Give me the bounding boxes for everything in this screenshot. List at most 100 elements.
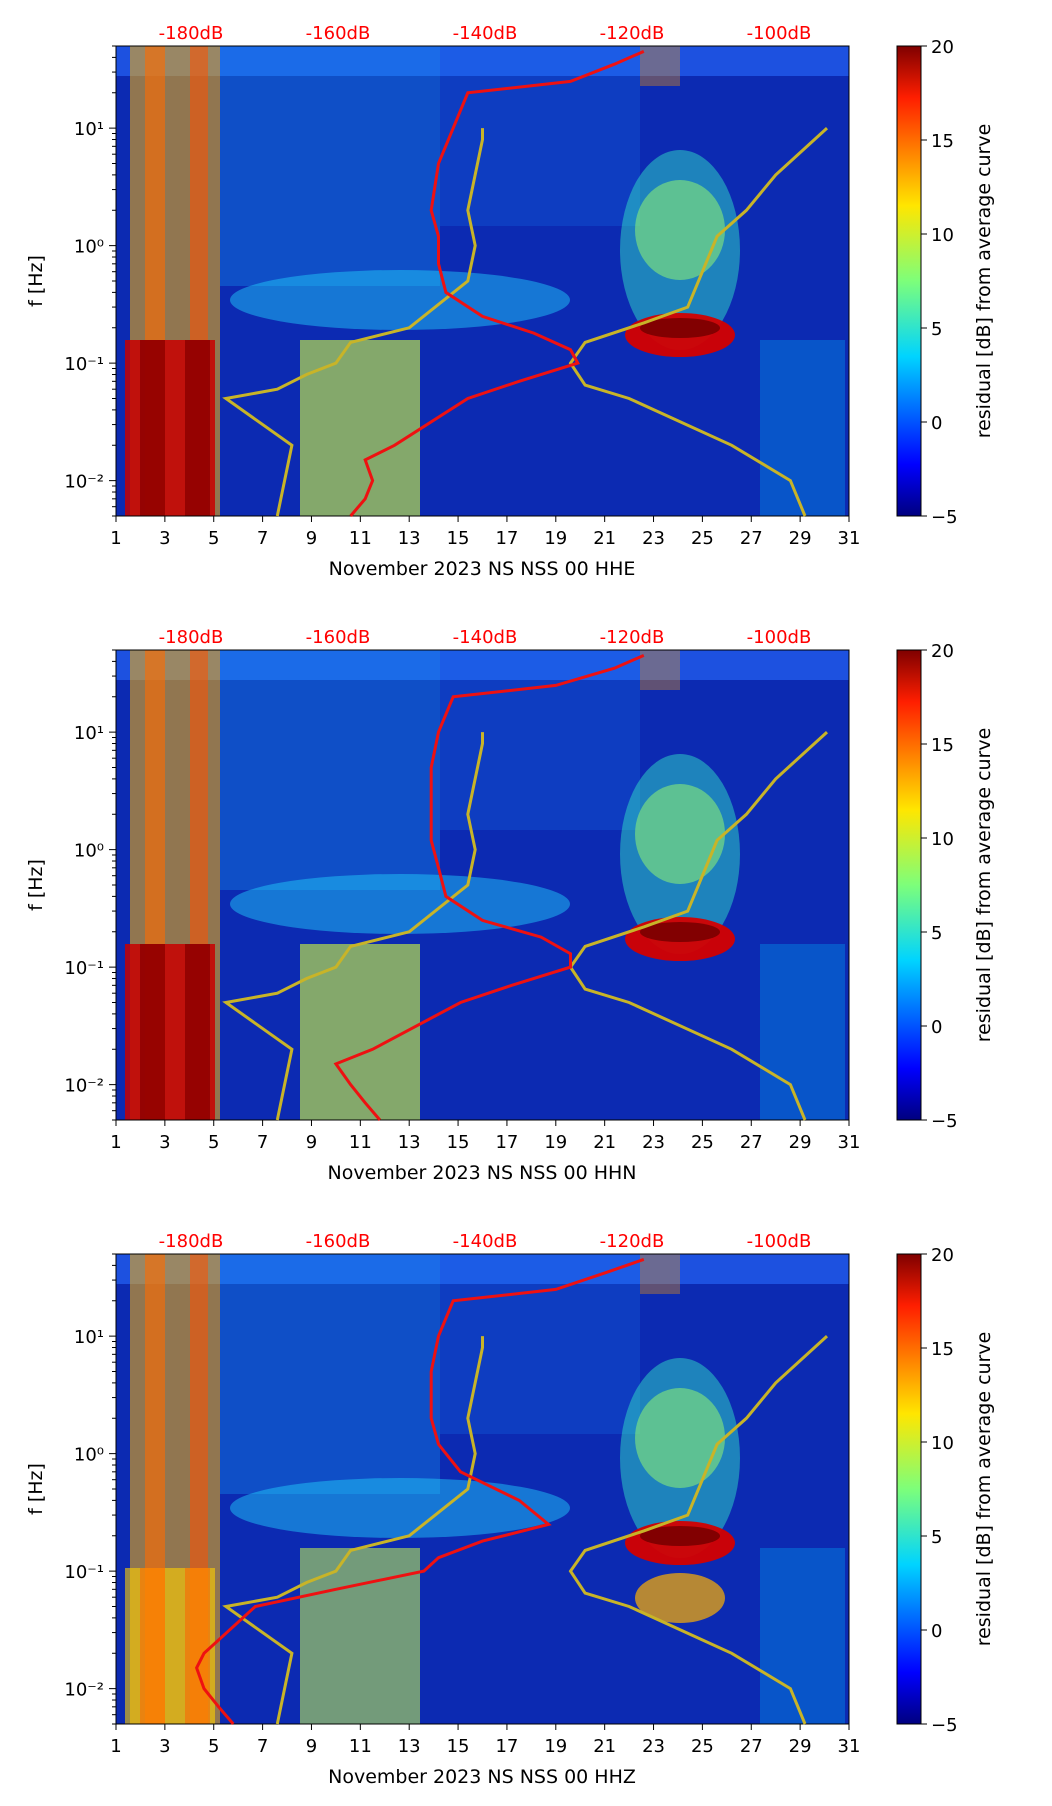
x-tick-label: 3	[159, 1132, 170, 1153]
x-tick-label: 21	[593, 1736, 616, 1757]
top-db-label: -100dB	[747, 1231, 812, 1252]
colorbar-hhe	[896, 45, 922, 517]
x-axis-label-hhe: November 2023 NS NSS 00 HHE	[329, 558, 636, 580]
y-axis-label-hhe: f [Hz]	[25, 255, 47, 307]
x-tick-label: 15	[447, 528, 470, 549]
nlnm-curve-hhe	[222, 128, 484, 517]
x-tick-label: 31	[838, 528, 861, 549]
x-ticks-hhn: 1 3 5 7 9 11 13 15 17 19 21 23 25 27 29 31	[110, 1120, 860, 1153]
x-tick-label: 5	[208, 1736, 219, 1757]
x-tick-label: 23	[642, 1736, 665, 1757]
y-tick-label: 10¹	[74, 119, 104, 140]
average-psd-curve-hhn	[333, 654, 645, 1121]
x-tick-label: 29	[789, 1132, 812, 1153]
x-tick-label: 11	[349, 1132, 372, 1153]
x-tick-label: 17	[495, 1132, 518, 1153]
x-tick-label: 1	[110, 1736, 121, 1757]
top-db-label: -100dB	[747, 627, 812, 648]
y-axis-label-hhn: f [Hz]	[25, 859, 47, 911]
colorbar-ticks-hhz: −5 0 5 10 15 20	[921, 1245, 958, 1736]
panel-hhn: 1 3 5 7 9 11 13 15 17 19 21 23 25 27 29 31 10⁻²10⁻¹10⁰1…	[25, 627, 995, 1184]
top-db-label: -140dB	[453, 23, 518, 44]
y-tick-label: 10⁰	[74, 841, 104, 862]
x-tick-label: 27	[740, 1736, 763, 1757]
panel-hhz: 1 3 5 7 9 11 13 15 17 19 21 23 25 27 29 31 10⁻²10⁻¹10⁰1…	[25, 1231, 995, 1788]
x-ticks-hhe: 1 3 5 7 9 11 13 15 17 19 21 23 25 27 29 31	[110, 516, 860, 549]
x-tick-label: 7	[257, 1736, 268, 1757]
heatmap-hhz	[116, 1254, 849, 1724]
colorbar-tick-label: 20	[931, 641, 954, 662]
y-axis-label-hhz: f [Hz]	[25, 1463, 47, 1515]
nlnm-curve-hhn	[222, 732, 484, 1121]
colorbar-label-hhn: residual [dB] from average curve	[973, 728, 995, 1043]
y-tick-label: 10⁻²	[64, 1680, 104, 1701]
x-tick-label: 11	[349, 528, 372, 549]
nhnm-curve-hhe	[568, 126, 829, 517]
top-db-label: -100dB	[747, 23, 812, 44]
x-tick-label: 19	[544, 1132, 567, 1153]
x-tick-label: 13	[398, 1132, 421, 1153]
y-tick-label: 10⁻¹	[64, 958, 104, 979]
colorbar-hhn	[896, 649, 922, 1121]
y-tick-label: 10⁻¹	[64, 354, 104, 375]
colorbar-tick-label: −5	[931, 507, 958, 528]
colorbar-tick-label: 15	[931, 1339, 954, 1360]
colorbar-tick-label: 15	[931, 735, 954, 756]
nlnm-curve-hhz	[222, 1336, 484, 1725]
y-ticks-hhn: 10⁻² 10⁻¹ 10⁰ 10¹	[64, 649, 116, 1121]
colorbar-tick-label: 10	[931, 1433, 954, 1454]
x-tick-label: 13	[398, 528, 421, 549]
top-db-label: -140dB	[453, 627, 518, 648]
y-tick-label: 10¹	[74, 723, 104, 744]
x-tick-label: 25	[691, 528, 714, 549]
colorbar-tick-label: 0	[931, 1621, 942, 1642]
y-ticks-hhz: 10⁻² 10⁻¹ 10⁰ 10¹	[64, 1253, 116, 1725]
average-psd-curve-hhz	[194, 1257, 645, 1725]
colorbar-label-hhe: residual [dB] from average curve	[973, 124, 995, 439]
colorbar-tick-label: −5	[931, 1111, 958, 1132]
nhnm-curve-hhn	[568, 730, 829, 1121]
colorbar-tick-label: −5	[931, 1715, 958, 1736]
panel-hhe: 1 3 5 7 9 11 13 15 17 19 21 23 25 27 29 31 10⁻²10⁻¹10⁰1…	[25, 23, 995, 580]
x-tick-label: 1	[110, 528, 121, 549]
x-tick-label: 17	[495, 528, 518, 549]
colorbar-tick-label: 10	[931, 225, 954, 246]
x-tick-label: 21	[593, 1132, 616, 1153]
x-tick-label: 9	[306, 528, 317, 549]
top-db-label: -160dB	[306, 627, 371, 648]
average-psd-curve-hhe	[349, 50, 645, 517]
heatmap-hhn	[116, 650, 849, 1120]
heatmap-hhe	[116, 46, 849, 516]
colorbar-tick-label: 20	[931, 37, 954, 58]
y-tick-label: 10⁻²	[64, 472, 104, 493]
y-tick-label: 10⁻¹	[64, 1562, 104, 1583]
top-db-label: -180dB	[159, 1231, 224, 1252]
x-tick-label: 25	[691, 1132, 714, 1153]
y-tick-label: 10⁻²	[64, 1076, 104, 1097]
top-labels-hhn: -180dB -160dB -140dB -120dB -100dB	[159, 627, 812, 648]
x-tick-label: 23	[642, 1132, 665, 1153]
x-axis-label-hhn: November 2023 NS NSS 00 HHN	[328, 1162, 637, 1184]
x-tick-label: 9	[306, 1736, 317, 1757]
x-tick-label: 3	[159, 528, 170, 549]
x-tick-label: 7	[257, 528, 268, 549]
colorbar-tick-label: 15	[931, 131, 954, 152]
x-tick-label: 7	[257, 1132, 268, 1153]
x-tick-label: 27	[740, 1132, 763, 1153]
x-tick-label: 31	[838, 1132, 861, 1153]
x-tick-label: 11	[349, 1736, 372, 1757]
x-tick-label: 25	[691, 1736, 714, 1757]
x-tick-label: 29	[789, 528, 812, 549]
y-tick-label: 10⁰	[74, 237, 104, 258]
top-db-label: -180dB	[159, 627, 224, 648]
top-labels-hhe: -180dB -160dB -140dB -120dB -100dB	[159, 23, 812, 44]
x-tick-label: 15	[447, 1736, 470, 1757]
x-tick-label: 23	[642, 528, 665, 549]
x-tick-label: 21	[593, 528, 616, 549]
x-tick-label: 5	[208, 528, 219, 549]
colorbar-tick-label: 0	[931, 413, 942, 434]
colorbar-hhz	[896, 1253, 922, 1725]
x-axis-label-hhz: November 2023 NS NSS 00 HHZ	[328, 1766, 636, 1788]
x-tick-label: 17	[495, 1736, 518, 1757]
